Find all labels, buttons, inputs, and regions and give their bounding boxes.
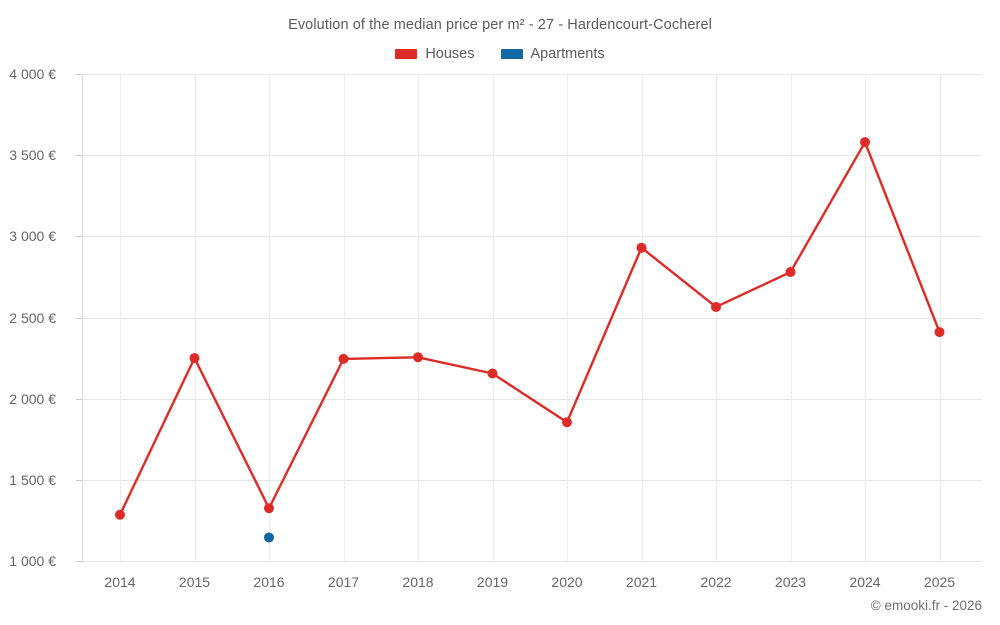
x-axis-tick-label: 2025 <box>923 574 956 590</box>
y-axis-tick-mark <box>76 74 82 75</box>
gridline-y <box>82 561 982 562</box>
y-axis-tick-label: 4 000 € <box>9 66 56 82</box>
gridline-x <box>641 74 643 561</box>
gridline-x <box>939 74 941 561</box>
chart-legend: Houses Apartments <box>0 46 1000 62</box>
gridline-x <box>120 74 121 561</box>
footer-credit: © emooki.fr - 2026 <box>870 598 982 613</box>
y-axis-tick-mark <box>76 479 82 481</box>
gridline-x <box>194 74 196 561</box>
x-axis-tick-label: 2019 <box>476 574 509 590</box>
y-axis-tick-label: 3 500 € <box>9 147 56 164</box>
data-point-houses[interactable] <box>860 137 870 148</box>
series-line-houses <box>118 140 941 516</box>
y-axis-tick-label: 2 000 € <box>9 390 56 407</box>
gridline-y <box>82 317 982 319</box>
legend-swatch-apartments <box>500 49 523 59</box>
data-point-houses[interactable] <box>115 509 125 520</box>
legend-item-apartments[interactable]: Apartments <box>500 46 605 62</box>
data-point-houses[interactable] <box>189 353 200 364</box>
y-axis-tick-label: 1 500 € <box>9 471 56 488</box>
y-axis-tick-label: 1 000 € <box>9 553 56 569</box>
gridline-x <box>567 74 568 561</box>
data-point-houses[interactable] <box>487 368 498 379</box>
gridline-y <box>82 155 982 157</box>
data-point-houses[interactable] <box>934 327 945 338</box>
plot-area: 1 000 € 1 500 € 2 000 € 2 500 € 3 000 € 3 500… <box>9 66 982 590</box>
y-axis-tick-label: 3 000 € <box>9 228 56 245</box>
gridline-x <box>492 74 494 561</box>
x-axis-tick-label: 2023 <box>774 574 807 590</box>
data-point-houses[interactable] <box>711 301 721 312</box>
data-point-houses[interactable] <box>785 267 796 278</box>
legend-swatch-houses <box>395 49 418 59</box>
gridline-y <box>82 74 982 75</box>
gridline-y <box>82 479 982 481</box>
gridline-y <box>82 236 982 238</box>
legend-item-houses[interactable]: Houses <box>395 46 475 62</box>
x-axis-tick-label: 2016 <box>253 574 285 590</box>
x-axis-tick-label: 2018 <box>402 574 434 590</box>
data-point-houses[interactable] <box>264 503 274 514</box>
x-axis-tick-label: 2024 <box>849 574 881 590</box>
y-axis-tick-mark <box>76 561 82 562</box>
y-axis-tick-mark <box>76 317 82 319</box>
gridline-x <box>790 74 792 561</box>
page-title: Evolution of the median price per m² - 2… <box>288 17 712 33</box>
gridline-x <box>865 74 866 561</box>
x-axis-tick-label: 2014 <box>104 574 136 590</box>
data-point-houses[interactable] <box>636 242 647 253</box>
data-point-houses[interactable] <box>413 352 423 363</box>
data-series-layer <box>115 137 945 543</box>
x-axis-tick-label: 2015 <box>178 574 211 590</box>
y-axis-tick-mark <box>76 155 82 157</box>
x-axis-tick-label: 2020 <box>551 574 583 590</box>
y-axis-tick-mark <box>76 236 82 238</box>
gridline-x <box>269 74 270 561</box>
x-axis-tick-label: 2022 <box>700 574 732 590</box>
y-axis-tick-label: 2 500 € <box>9 309 56 326</box>
legend-label-houses: Houses <box>425 46 475 62</box>
gridline-x <box>343 74 345 561</box>
data-point-apartments[interactable] <box>264 532 274 543</box>
data-point-houses[interactable] <box>338 353 349 364</box>
y-axis-tick-mark <box>76 398 82 400</box>
x-axis-tick-label: 2017 <box>327 574 360 590</box>
legend-label-apartments: Apartments <box>530 46 605 62</box>
gridline-x <box>716 74 717 561</box>
gridline-x <box>418 74 419 561</box>
data-point-houses[interactable] <box>562 417 572 428</box>
x-axis-tick-label: 2021 <box>625 574 658 590</box>
